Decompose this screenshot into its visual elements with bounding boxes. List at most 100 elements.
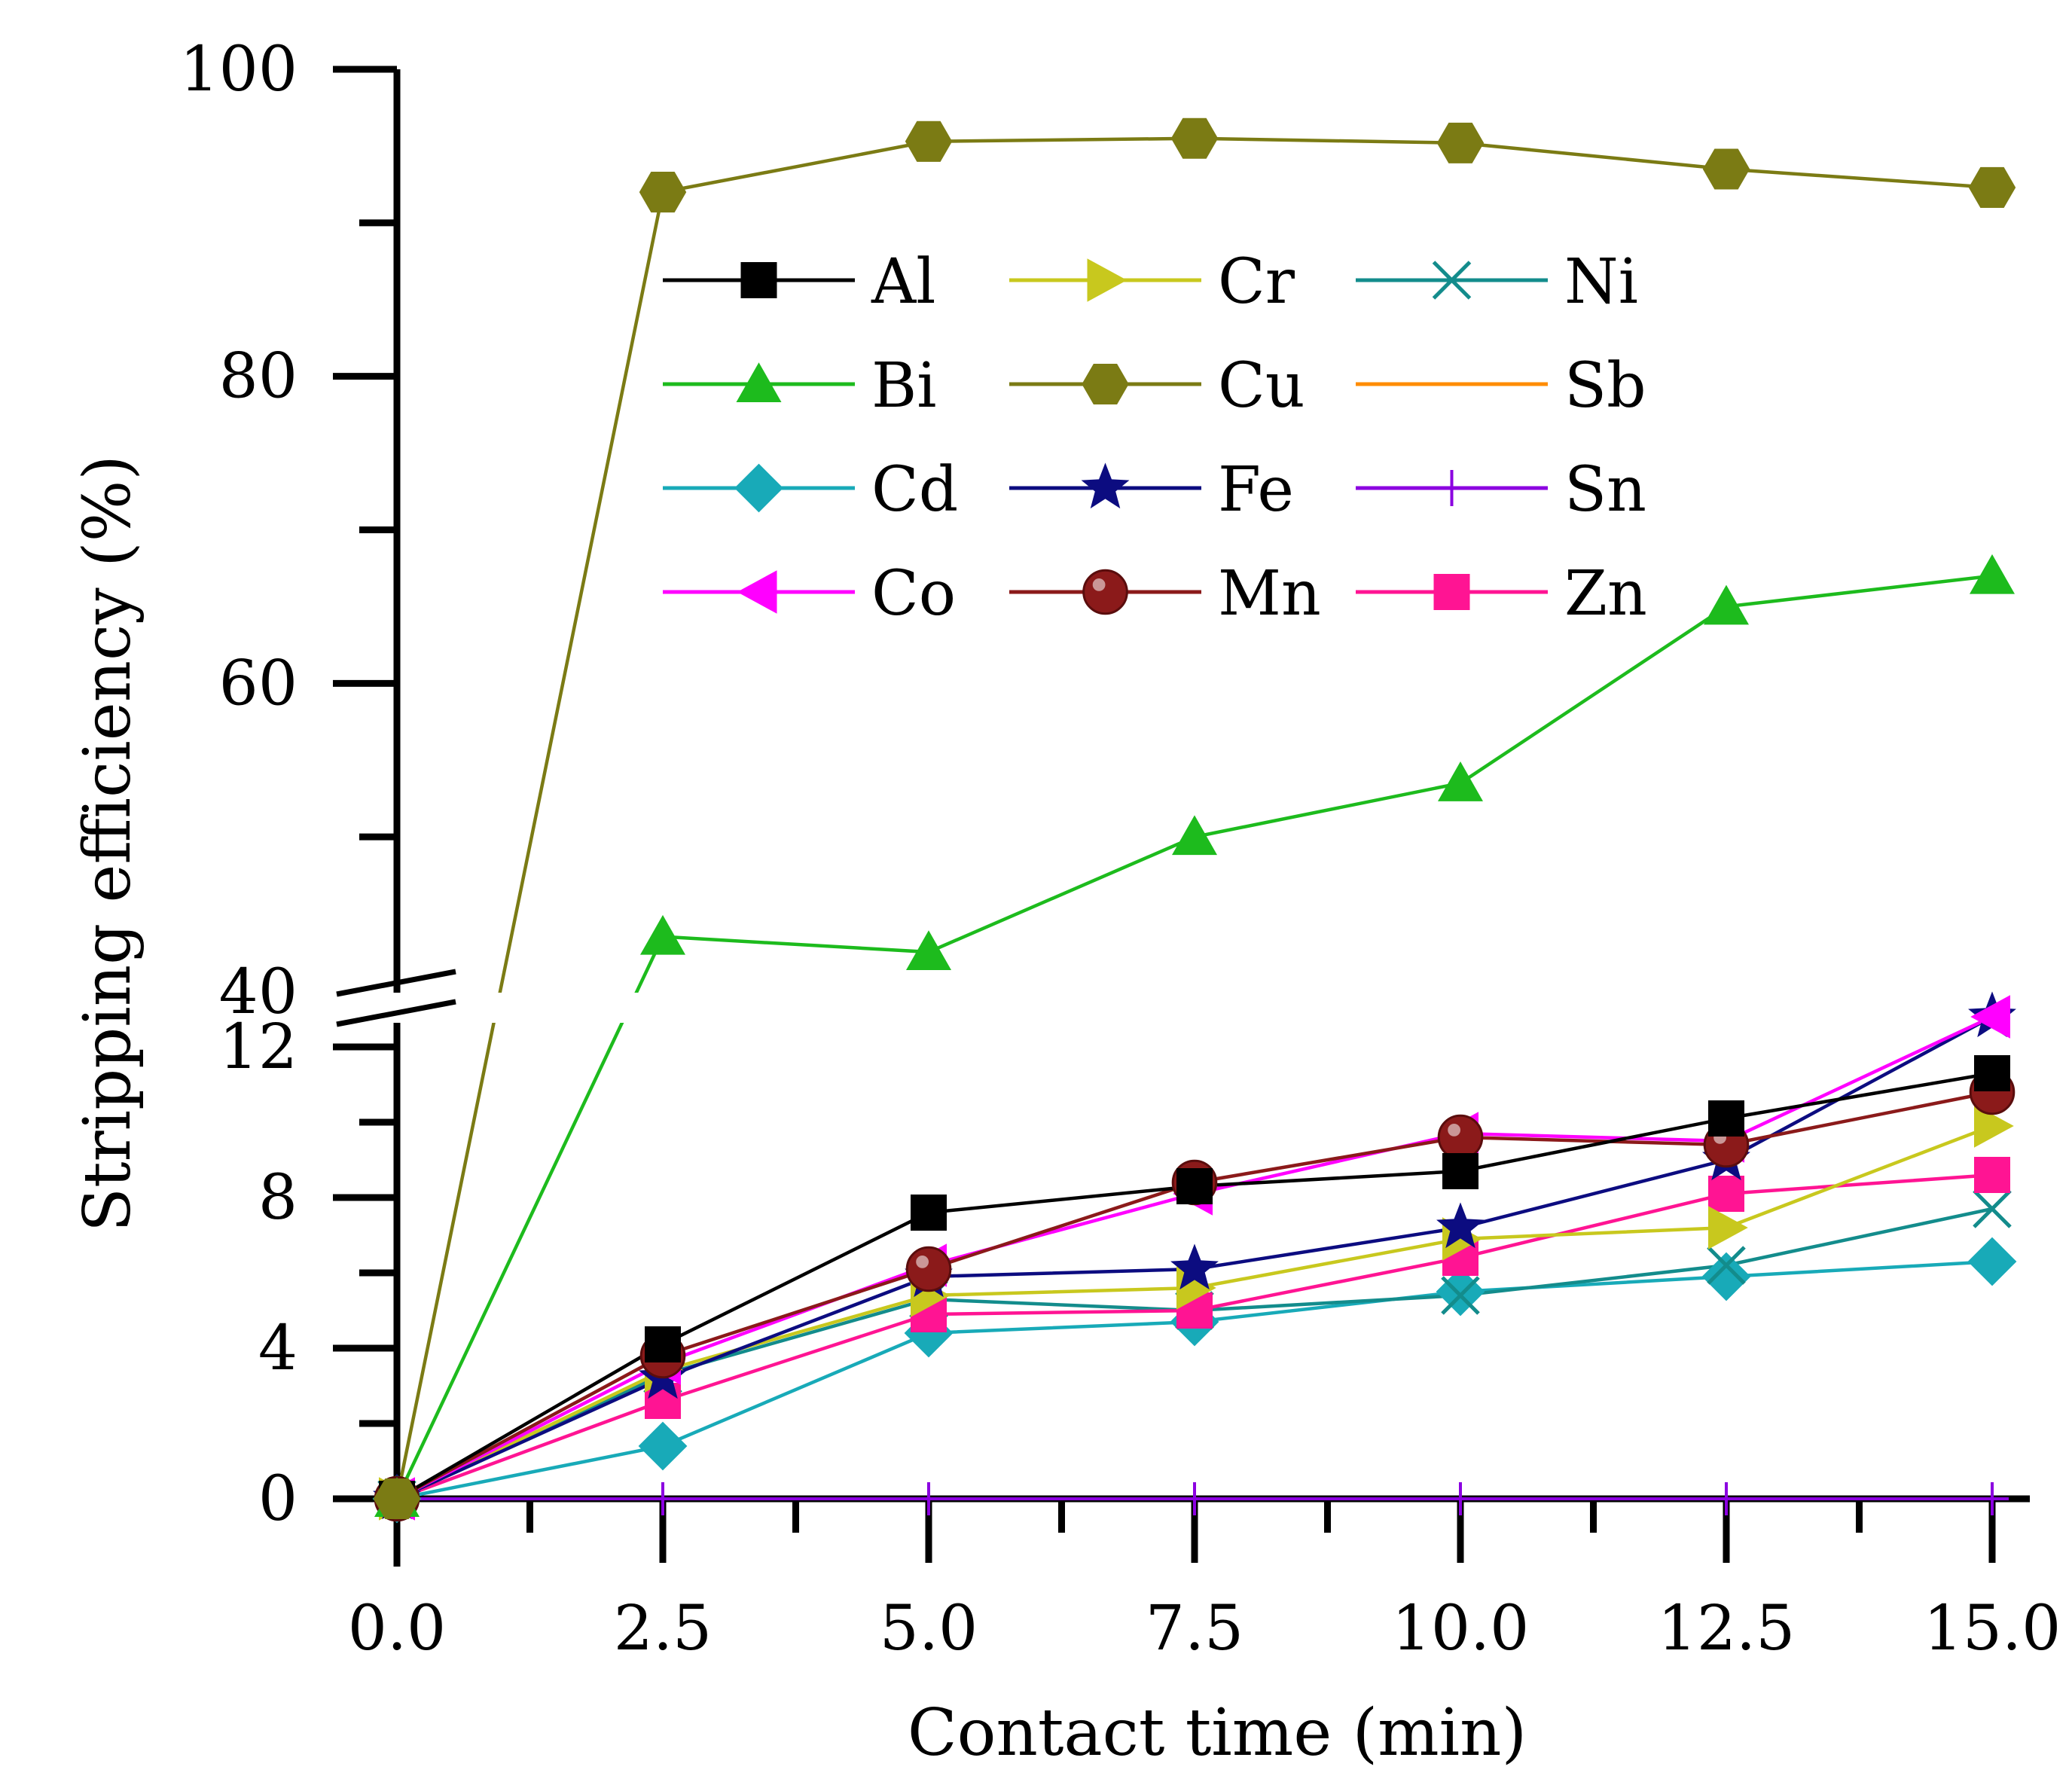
- marker-highlight: [916, 1256, 929, 1268]
- y-tick-label: 0: [258, 1463, 298, 1535]
- legend-item-sn: Sn: [1356, 454, 1646, 526]
- legend-label-bi: Bi: [871, 350, 936, 422]
- point-cu: [1170, 117, 1219, 159]
- x-tick-label: 0.0: [348, 1593, 446, 1664]
- legend-label-cu: Cu: [1218, 350, 1305, 422]
- axis-break-mark: [336, 969, 456, 997]
- point-cr: [1974, 1104, 2014, 1148]
- point-al: [645, 1326, 681, 1362]
- legend-item-al: Al: [663, 246, 935, 318]
- legend-marker-cu: [1082, 363, 1129, 405]
- point-bi: [1970, 554, 2015, 594]
- point-fe: [1170, 1243, 1219, 1290]
- legend-marker-al: [740, 262, 777, 298]
- legend-label-cr: Cr: [1218, 246, 1295, 318]
- axis-break-mark: [336, 999, 456, 1027]
- point-sn: [1976, 1482, 2009, 1515]
- legend-item-sb: Sb: [1356, 350, 1646, 422]
- point-ni: [1441, 1276, 1480, 1315]
- point-sn: [1178, 1482, 1211, 1515]
- point-ni: [1707, 1246, 1746, 1285]
- x-tick-label: 12.5: [1658, 1593, 1796, 1664]
- legend-item-mn: Mn: [1009, 558, 1321, 630]
- legend-marker-cr: [1087, 258, 1128, 302]
- point-cd: [1967, 1237, 2017, 1286]
- legend: Al Cr Ni Bi Cu Sb Cd Fe Sn Co Mn Zn: [663, 246, 1647, 630]
- legend-item-cu: Cu: [1009, 350, 1305, 422]
- legend-marker-bi: [736, 362, 782, 402]
- point-co: [1970, 995, 2010, 1039]
- y-tick-label: 4: [258, 1313, 298, 1384]
- legend-marker-fe: [1081, 462, 1130, 509]
- legend-label-mn: Mn: [1218, 558, 1321, 630]
- point-al: [1708, 1100, 1744, 1137]
- point-cd: [1436, 1267, 1485, 1317]
- point-fe: [1436, 1202, 1485, 1249]
- legend-label-sn: Sn: [1564, 454, 1646, 526]
- legend-marker-sn: [1433, 470, 1470, 506]
- point-al: [1442, 1153, 1478, 1189]
- point-cu: [1702, 148, 1750, 190]
- point-cu: [1436, 122, 1485, 163]
- point-zn: [1974, 1157, 2010, 1193]
- legend-item-bi: Bi: [663, 350, 936, 422]
- legend-item-co: Co: [663, 558, 956, 630]
- x-axis-title: Contact time (min): [908, 1695, 1527, 1771]
- legend-label-fe: Fe: [1218, 454, 1294, 526]
- point-sn: [912, 1482, 945, 1515]
- point-mn: [905, 1246, 952, 1292]
- legend-item-cr: Cr: [1009, 246, 1295, 318]
- point-al: [1176, 1168, 1213, 1204]
- y-tick-label: 80: [219, 341, 298, 413]
- marker-highlight: [1448, 1124, 1460, 1137]
- point-al: [1974, 1055, 2010, 1091]
- point-sn: [646, 1482, 679, 1515]
- legend-label-co: Co: [871, 558, 956, 630]
- point-zn: [1708, 1176, 1744, 1212]
- legend-item-zn: Zn: [1356, 558, 1647, 630]
- point-mn: [1437, 1114, 1484, 1161]
- x-tick-label: 15.0: [1924, 1593, 2061, 1664]
- series-markers-group: [372, 117, 2017, 1524]
- point-cu: [905, 121, 953, 162]
- point-cr: [1708, 1206, 1748, 1250]
- legend-label-sb: Sb: [1564, 350, 1646, 422]
- legend-item-fe: Fe: [1009, 454, 1294, 526]
- x-tick-label: 5.0: [880, 1593, 978, 1664]
- legend-item-cd: Cd: [663, 454, 958, 526]
- marker-highlight: [1092, 578, 1106, 591]
- legend-label-cd: Cd: [871, 454, 958, 526]
- legend-marker-zn: [1433, 574, 1470, 610]
- x-tick-label: 2.5: [614, 1593, 712, 1664]
- point-al: [911, 1195, 947, 1231]
- legend-label-ni: Ni: [1564, 246, 1638, 318]
- y-tick-label: 12: [219, 1012, 298, 1083]
- legend-label-al: Al: [871, 246, 935, 318]
- point-cd: [1701, 1252, 1751, 1301]
- y-tick-label: 8: [258, 1162, 298, 1234]
- legend-marker-cd: [734, 463, 783, 513]
- legend-label-zn: Zn: [1564, 558, 1647, 630]
- y-axis-title: Stripping efficiency (%): [70, 455, 145, 1232]
- axis-break-gap: [459, 993, 640, 1023]
- point-bi: [640, 914, 685, 955]
- point-ni: [1973, 1189, 2012, 1228]
- point-bi: [1704, 584, 1749, 625]
- legend-marker-co: [737, 570, 777, 614]
- point-sn: [1710, 1482, 1743, 1515]
- point-bi: [1438, 761, 1483, 801]
- x-tick-label: 10.0: [1392, 1593, 1530, 1664]
- legend-item-ni: Ni: [1356, 246, 1638, 318]
- point-cd: [638, 1421, 688, 1471]
- y-tick-label: 60: [219, 648, 298, 719]
- point-bi: [906, 930, 951, 971]
- y-tick-label: 100: [179, 34, 298, 105]
- legend-marker-mn: [1082, 569, 1128, 615]
- point-cu: [1968, 166, 2016, 208]
- y-tick-label: 40: [219, 957, 298, 1028]
- point-bi: [1172, 815, 1217, 856]
- x-tick-label: 7.5: [1146, 1593, 1244, 1664]
- point-cu: [373, 1478, 421, 1520]
- legend-marker-ni: [1432, 261, 1472, 300]
